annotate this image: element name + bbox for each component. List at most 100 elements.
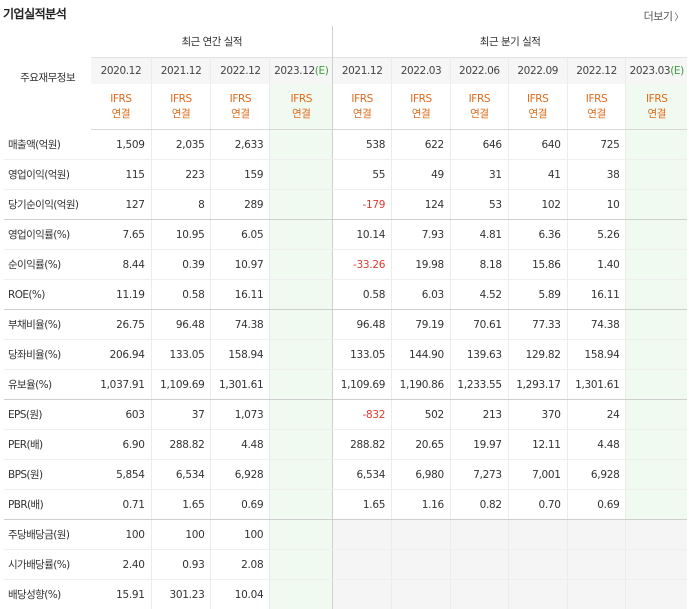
consolidated-label: 연결 [292, 108, 311, 120]
annual-value-cell: 6,534 [151, 460, 211, 490]
annual-value-cell: 1,509 [91, 130, 151, 160]
consolidated-label: 연결 [231, 108, 250, 120]
annual-value-cell: 4.48 [211, 430, 270, 460]
consolidated-label: 연결 [528, 108, 547, 120]
quarter-value-cell: 4.48 [567, 430, 626, 460]
annual-value-cell [270, 340, 333, 370]
empty-cell [626, 580, 687, 609]
quarter-value-cell: 646 [450, 130, 508, 160]
row-label: 유보율(%) [4, 370, 91, 400]
empty-cell [508, 580, 567, 609]
row-label: ROE(%) [4, 280, 91, 310]
quarter-group-header: 최근 분기 실적 [333, 26, 687, 58]
empty-cell [626, 520, 687, 550]
annual-value-cell: 2,035 [151, 130, 211, 160]
quarter-value-cell: 10.14 [333, 220, 392, 250]
quarter-value-cell [626, 250, 687, 280]
annual-value-cell [270, 370, 333, 400]
more-link[interactable]: 더보기〉 [644, 8, 683, 24]
quarter-value-cell: -179 [333, 190, 392, 220]
quarter-value-cell: 1.16 [392, 490, 451, 520]
annual-value-cell: 100 [151, 520, 211, 550]
annual-value-cell: 159 [211, 160, 270, 190]
quarter-value-cell: 6.03 [392, 280, 451, 310]
quarter-value-cell [626, 490, 687, 520]
annual-value-cell: 7.65 [91, 220, 151, 250]
quarter-value-cell: 4.81 [450, 220, 508, 250]
empty-cell [450, 520, 508, 550]
annual-value-cell: 16.11 [211, 280, 270, 310]
accounting-standard-cell: IFRS 연결 [270, 84, 333, 130]
ifrs-label: IFRS [527, 93, 549, 105]
annual-value-cell: 11.19 [91, 280, 151, 310]
row-label: 배당성향(%) [4, 580, 91, 609]
accounting-standard-cell: IFRS 연결 [508, 84, 567, 130]
row-label: 주당배당금(원) [4, 520, 91, 550]
ifrs-label: IFRS [291, 93, 313, 105]
empty-cell [567, 550, 626, 580]
annual-value-cell: 100 [211, 520, 270, 550]
quarter-value-cell: 1,233.55 [450, 370, 508, 400]
quarter-value-cell: 139.63 [450, 340, 508, 370]
empty-cell [567, 580, 626, 609]
annual-value-cell: 6.05 [211, 220, 270, 250]
quarter-value-cell: 8.18 [450, 250, 508, 280]
quarter-value-cell: 6.36 [508, 220, 567, 250]
annual-value-cell [270, 490, 333, 520]
quarter-value-cell: 49 [392, 160, 451, 190]
quarter-value-cell: 1,109.69 [333, 370, 392, 400]
chevron-right-icon: 〉 [674, 13, 683, 23]
row-label: 영업이익률(%) [4, 220, 91, 250]
section-title: 기업실적분석 [3, 5, 66, 22]
quarter-value-cell: 1.40 [567, 250, 626, 280]
empty-cell [392, 580, 451, 609]
quarter-value-cell: 1,293.17 [508, 370, 567, 400]
quarter-period-header: 2021.12 [333, 58, 392, 85]
empty-cell [508, 550, 567, 580]
annual-value-cell: 1,037.91 [91, 370, 151, 400]
annual-value-cell: 0.71 [91, 490, 151, 520]
quarter-value-cell: 158.94 [567, 340, 626, 370]
annual-value-cell: 1,073 [211, 400, 270, 430]
quarter-value-cell: 77.33 [508, 310, 567, 340]
annual-value-cell: 1,301.61 [211, 370, 270, 400]
annual-value-cell: 127 [91, 190, 151, 220]
quarter-value-cell: 370 [508, 400, 567, 430]
row-label: 영업이익(억원) [4, 160, 91, 190]
quarter-value-cell: 6,980 [392, 460, 451, 490]
quarter-value-cell: 640 [508, 130, 567, 160]
annual-value-cell: 223 [151, 160, 211, 190]
quarter-value-cell: 12.11 [508, 430, 567, 460]
annual-group-header: 최근 연간 실적 [91, 26, 332, 58]
annual-value-cell: 37 [151, 400, 211, 430]
quarter-value-cell: 0.69 [567, 490, 626, 520]
annual-value-cell: 8.44 [91, 250, 151, 280]
consolidated-label: 연결 [112, 108, 131, 120]
quarter-value-cell: 129.82 [508, 340, 567, 370]
quarter-value-cell [626, 400, 687, 430]
annual-value-cell: 133.05 [151, 340, 211, 370]
quarter-value-cell [626, 190, 687, 220]
quarter-period-header: 2022.09 [508, 58, 567, 85]
quarter-value-cell: 4.52 [450, 280, 508, 310]
consolidated-label: 연결 [353, 108, 372, 120]
quarter-value-cell: 79.19 [392, 310, 451, 340]
estimate-mark: (E) [315, 65, 329, 77]
empty-cell [450, 580, 508, 609]
quarter-value-cell: 15.86 [508, 250, 567, 280]
annual-value-cell: 0.69 [211, 490, 270, 520]
annual-value-cell: 0.58 [151, 280, 211, 310]
quarter-value-cell: 70.61 [450, 310, 508, 340]
annual-value-cell: 2.08 [211, 550, 270, 580]
